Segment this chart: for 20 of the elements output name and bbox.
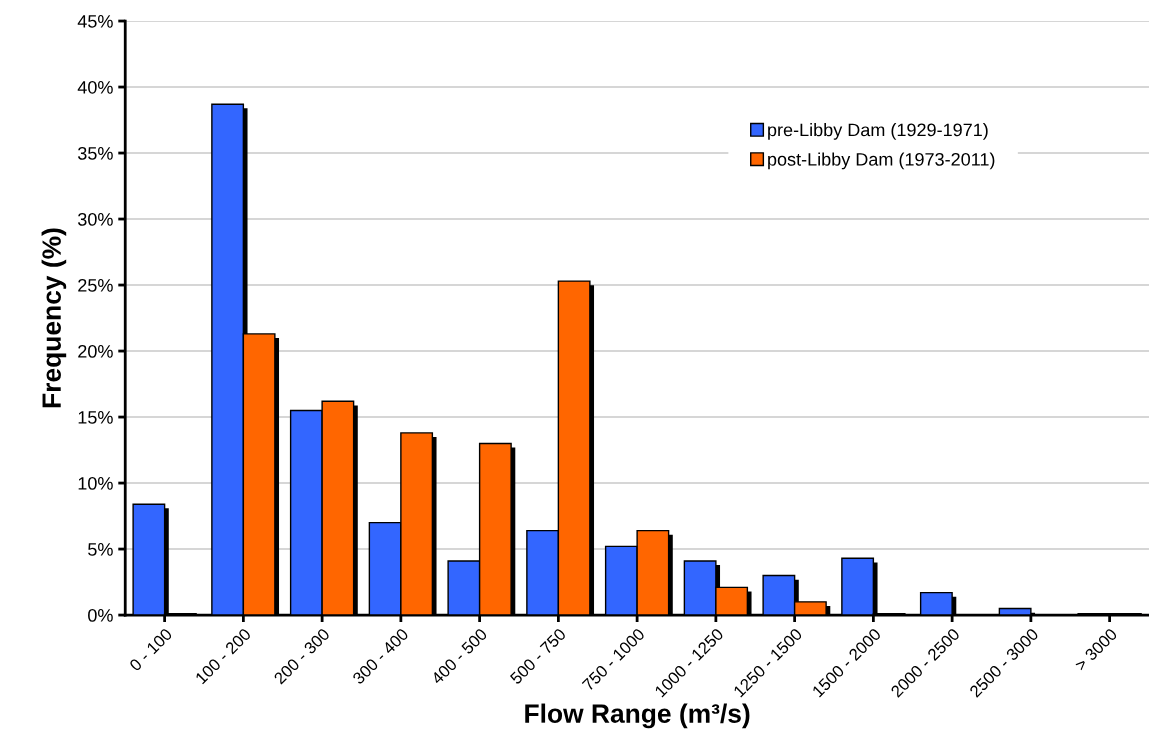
y-tick-label: 30% bbox=[77, 212, 113, 226]
y-tick-label: 5% bbox=[88, 543, 113, 556]
x-tick-label: 200 - 300 bbox=[273, 627, 331, 685]
x-tick-label: 0 - 100 bbox=[128, 627, 173, 672]
y-tick-label: 10% bbox=[78, 476, 113, 490]
y-tick-label: 15% bbox=[78, 411, 113, 424]
y-tick-label: 0% bbox=[88, 609, 113, 622]
x-tick-label: 400 - 500 bbox=[430, 627, 488, 686]
legend-label: pre-Libby Dam (1929-1971) bbox=[768, 123, 988, 140]
y-tick-label: 35% bbox=[77, 146, 113, 160]
x-axis-title: Flow Range (m³/s) bbox=[525, 703, 750, 729]
y-tick-label: 45% bbox=[77, 15, 113, 28]
y-tick-label: 40% bbox=[77, 80, 113, 94]
y-tick-label: 25% bbox=[78, 278, 113, 292]
x-tick-label: 100 - 200 bbox=[194, 627, 252, 685]
x-tick-label: 300 - 400 bbox=[351, 627, 410, 685]
legend-label: post-Libby Dam (1973-2011) bbox=[768, 152, 995, 170]
x-tick-label: 500 - 750 bbox=[509, 627, 567, 685]
y-axis-title: Frequency (%) bbox=[41, 228, 67, 408]
y-tick-label: 20% bbox=[78, 344, 113, 358]
